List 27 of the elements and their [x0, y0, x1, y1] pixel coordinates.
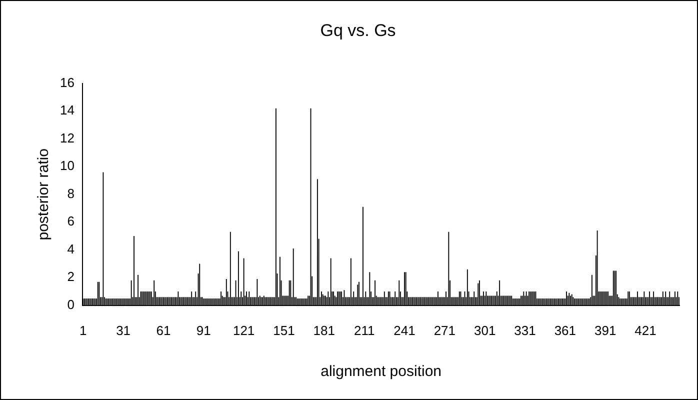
y-tick-label: 0	[67, 296, 74, 312]
x-tick-label: 361	[554, 322, 576, 338]
y-tick-label: 6	[67, 214, 74, 229]
x-tick-label: 181	[313, 322, 335, 338]
y-axis-title: posterior ratio	[35, 148, 52, 240]
x-tick-label: 91	[196, 322, 211, 338]
x-tick-label: 331	[514, 322, 536, 338]
x-tick-label: 151	[273, 322, 295, 338]
x-tick-label: 31	[116, 322, 131, 338]
x-tick-label: 121	[232, 322, 255, 338]
y-tick-label: 8	[67, 186, 74, 201]
x-tick-label: 421	[634, 322, 656, 338]
x-tick-label: 61	[156, 322, 171, 338]
y-tick-label: 4	[67, 241, 74, 256]
x-tick-label: 271	[434, 322, 456, 338]
x-tick-label: 391	[594, 322, 616, 338]
x-tick-label: 1	[80, 322, 87, 338]
x-tick-label: 241	[394, 322, 416, 338]
y-tick-label: 10	[60, 158, 74, 174]
x-tick-label: 211	[354, 322, 375, 338]
y-tick-label: 2	[67, 269, 74, 284]
y-tick-label: 14	[60, 102, 74, 118]
x-axis-title: alignment position	[320, 363, 442, 380]
chart-title: Gq vs. Gs	[320, 20, 396, 40]
x-tick-label: 301	[474, 322, 496, 338]
y-tick-label: 12	[60, 130, 74, 146]
y-tick-label: 16	[60, 74, 74, 90]
